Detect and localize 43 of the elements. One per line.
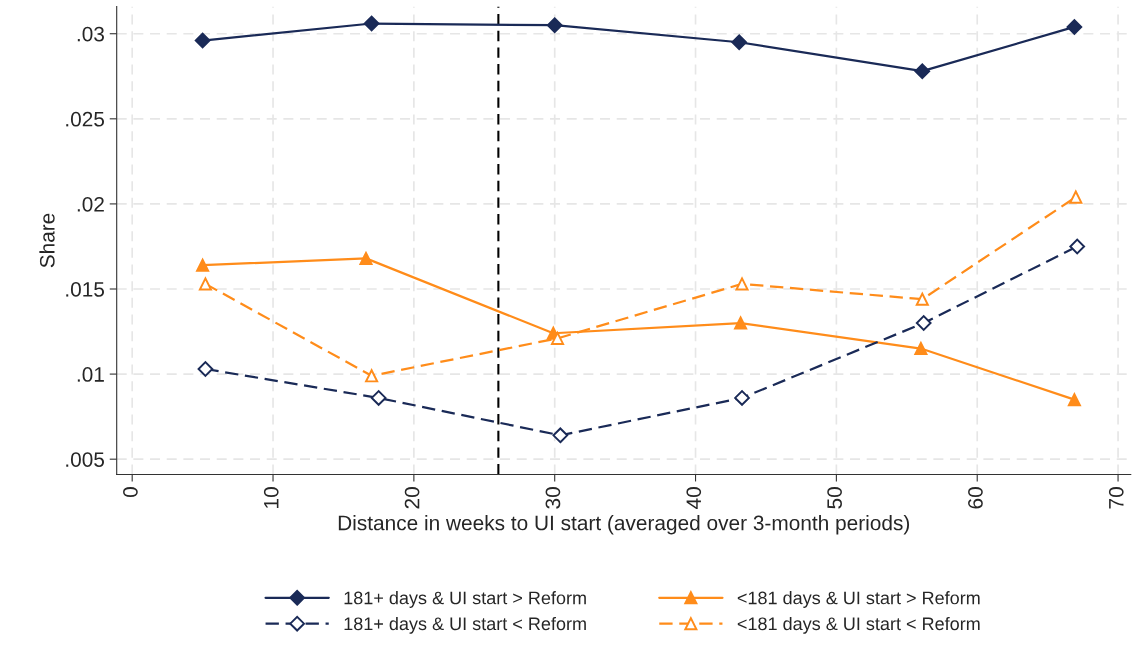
- point: [914, 342, 928, 356]
- y-tick-label: .01: [77, 367, 104, 382]
- legend-label: <181 days & UI start < Reform: [737, 616, 980, 634]
- point: [552, 427, 569, 444]
- point: [1069, 238, 1086, 255]
- x-tick-label: 10: [263, 487, 279, 508]
- point: [915, 292, 929, 306]
- point: [194, 32, 211, 49]
- point: [1069, 190, 1083, 204]
- y-tick-label: .02: [77, 196, 104, 212]
- y-tick-label: .03: [77, 26, 104, 42]
- point: [914, 63, 931, 80]
- x-tick-label: 40: [686, 487, 702, 509]
- y-tick-label: .005: [66, 452, 105, 467]
- x-tick-label: 0: [123, 487, 138, 498]
- x-tick-label: 60: [968, 487, 983, 509]
- y-tick-label: .025: [66, 111, 105, 127]
- point: [735, 277, 749, 291]
- y-axis-title: Share: [39, 213, 55, 268]
- x-tick-label: 70: [1108, 487, 1124, 509]
- legend-label: <181 days & UI start > Reform: [737, 591, 980, 608]
- x-axis-title: Distance in weeks to UI start (averaged over 3-month periods): [338, 515, 910, 535]
- point: [365, 369, 379, 383]
- point: [551, 331, 565, 345]
- y-tick-label: .015: [66, 282, 105, 297]
- point: [546, 17, 563, 34]
- point: [731, 34, 748, 51]
- point: [196, 258, 210, 272]
- point: [363, 15, 380, 32]
- x-tick-label: 30: [545, 487, 561, 509]
- point: [370, 390, 387, 406]
- point: [734, 390, 750, 406]
- x-tick-label: 50: [827, 487, 842, 509]
- point: [734, 316, 748, 330]
- legend-label: 181+ days & UI start < Reform: [344, 616, 586, 634]
- point: [1067, 393, 1081, 407]
- point: [198, 277, 212, 291]
- point: [915, 315, 932, 331]
- point: [1066, 19, 1083, 35]
- point: [197, 361, 214, 377]
- legend-label: 181+ days & UI start > Reform: [344, 591, 586, 608]
- x-tick-label: 20: [404, 487, 420, 509]
- point: [359, 251, 373, 265]
